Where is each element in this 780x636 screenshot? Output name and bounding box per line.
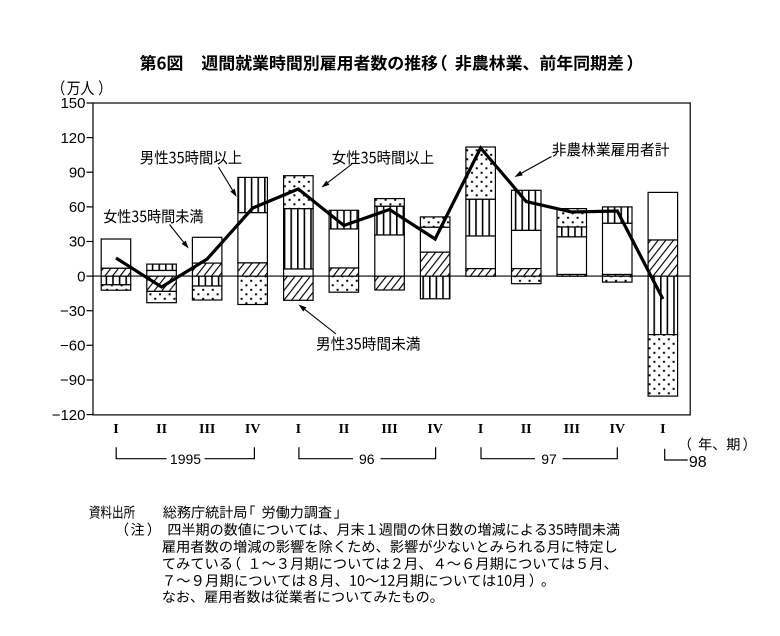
svg-text:96: 96 — [359, 451, 375, 467]
svg-text:IV: IV — [245, 422, 261, 437]
svg-text:−60: −60 — [60, 338, 85, 355]
svg-text:I: I — [660, 422, 665, 437]
svg-text:98: 98 — [689, 454, 707, 471]
svg-text:IV: IV — [427, 422, 443, 437]
svg-text:I: I — [113, 422, 118, 437]
svg-text:0: 0 — [77, 268, 85, 285]
svg-text:60: 60 — [69, 199, 86, 216]
svg-text:III: III — [199, 422, 215, 437]
svg-text:III: III — [564, 422, 580, 437]
svg-text:II: II — [521, 422, 532, 437]
svg-text:150: 150 — [60, 95, 85, 112]
svg-text:II: II — [156, 422, 167, 437]
svg-text:−90: −90 — [60, 372, 85, 389]
svg-text:120: 120 — [60, 130, 85, 147]
svg-text:IV: IV — [610, 422, 626, 437]
svg-text:30: 30 — [69, 234, 86, 251]
svg-text:−30: −30 — [60, 303, 85, 320]
svg-text:I: I — [296, 422, 301, 437]
svg-text:90: 90 — [69, 164, 86, 181]
svg-text:I: I — [478, 422, 483, 437]
svg-text:1995: 1995 — [170, 451, 201, 467]
svg-text:97: 97 — [541, 451, 557, 467]
svg-text:III: III — [381, 422, 397, 437]
svg-text:−120: −120 — [52, 407, 86, 424]
svg-text:II: II — [338, 422, 349, 437]
